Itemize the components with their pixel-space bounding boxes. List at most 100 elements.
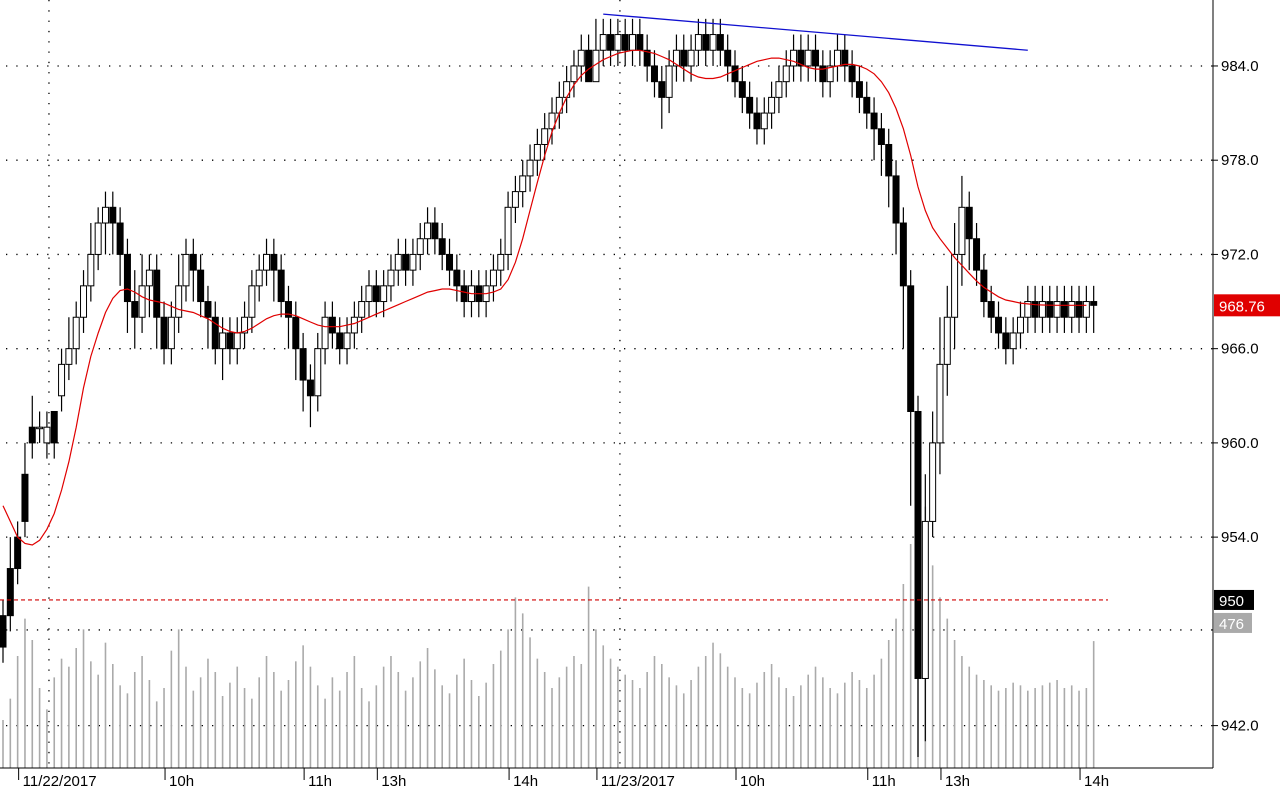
candle-up-body — [255, 269, 263, 287]
candle — [1046, 285, 1054, 333]
candle-down-body — [328, 316, 336, 334]
candle-down-body — [980, 269, 988, 303]
candle-down-body — [438, 238, 446, 255]
candle — [716, 18, 724, 66]
candle — [372, 270, 380, 318]
candle-up-body — [394, 253, 402, 271]
candle — [1060, 285, 1068, 333]
candle — [489, 254, 497, 302]
candle-down-body — [197, 269, 205, 303]
candle — [138, 254, 146, 333]
candle — [943, 285, 951, 396]
candle — [585, 34, 593, 83]
candle — [614, 18, 622, 66]
candle — [145, 254, 153, 318]
candle-up-body — [219, 332, 227, 350]
candle-down-body — [160, 316, 168, 350]
candle — [738, 65, 746, 114]
candle-down-body — [797, 49, 805, 67]
candle-up-body — [58, 363, 66, 397]
candle — [50, 410, 58, 459]
candle-up-body — [387, 269, 395, 287]
candle — [563, 65, 571, 114]
candle-up-body — [672, 49, 680, 67]
candle-up-body — [489, 269, 497, 287]
candle-down-body — [885, 143, 893, 177]
candle-up-body — [365, 285, 373, 303]
candle-down-body — [819, 65, 827, 83]
candle-down-body — [292, 316, 300, 350]
candle — [548, 97, 556, 145]
x-tick-label: 10h — [740, 773, 765, 790]
candle-down-body — [658, 81, 666, 98]
candle — [94, 207, 102, 271]
candle — [123, 238, 131, 333]
candle-up-body — [65, 348, 73, 365]
candle — [438, 223, 446, 271]
candle — [936, 317, 944, 475]
candle — [731, 50, 739, 98]
candle-up-body — [548, 112, 556, 130]
level-badge — [1214, 589, 1254, 610]
candle-series — [0, 18, 1098, 758]
candle-up-body — [826, 65, 834, 83]
candle — [607, 18, 615, 66]
candle — [350, 301, 358, 349]
candle-down-body — [621, 34, 629, 51]
candle — [226, 317, 234, 365]
candle — [599, 18, 607, 66]
candle — [446, 238, 454, 286]
candle-down-body — [724, 49, 732, 67]
candle-up-body — [94, 222, 102, 255]
candle — [621, 18, 629, 66]
candle — [885, 128, 893, 208]
candle-up-body — [138, 285, 146, 318]
candle — [460, 270, 468, 318]
candle — [965, 191, 973, 271]
candle — [65, 317, 73, 381]
candle — [592, 18, 600, 83]
candle-up-body — [936, 363, 944, 444]
candle-down-body — [299, 348, 307, 381]
candle — [306, 364, 314, 428]
candle-down-body — [914, 410, 922, 679]
candle-down-body — [189, 253, 197, 271]
candle-down-body — [123, 253, 131, 303]
candle-up-body — [768, 96, 776, 114]
volume-bars — [2, 453, 1095, 768]
candle — [321, 301, 329, 365]
candle-down-body — [460, 285, 468, 303]
candle — [72, 301, 80, 365]
y-tick-label: 966.0 — [1221, 341, 1259, 358]
candle-up-body — [577, 49, 585, 67]
x-tick-label: 11/23/2017 — [601, 773, 675, 790]
candle-down-body — [431, 222, 439, 240]
candle-down-body — [585, 49, 593, 83]
candle — [233, 317, 241, 365]
candle-down-body — [746, 96, 754, 114]
candle — [951, 223, 959, 349]
candle-down-body — [753, 112, 761, 130]
candle — [101, 191, 109, 255]
candle — [21, 442, 29, 538]
candle — [14, 521, 22, 585]
candle-up-body — [555, 96, 563, 114]
candle-up-body — [833, 49, 841, 67]
candle — [980, 254, 988, 318]
candle — [760, 97, 768, 145]
moving-average-line — [2, 49, 1087, 546]
candle — [863, 81, 871, 129]
candle — [1082, 285, 1090, 333]
candle — [1031, 285, 1039, 333]
candle-up-body — [790, 49, 798, 67]
candle — [416, 223, 424, 271]
candle — [497, 238, 505, 286]
candle — [292, 301, 300, 381]
candle — [197, 254, 205, 318]
candle — [958, 175, 966, 286]
candle-up-body — [248, 285, 256, 318]
candle-down-body — [680, 49, 688, 67]
candle — [504, 191, 512, 271]
candle — [921, 474, 929, 742]
